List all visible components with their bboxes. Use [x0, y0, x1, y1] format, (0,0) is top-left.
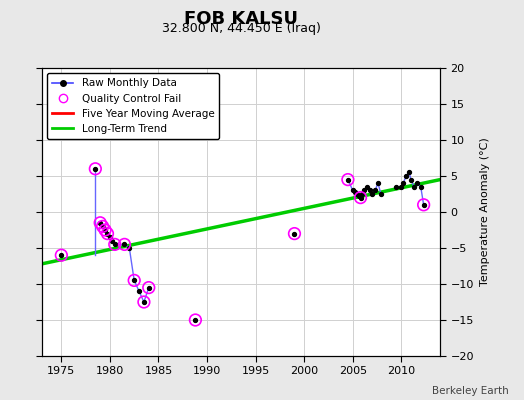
Point [371, 187, 379, 194]
Point [402, 173, 410, 179]
Text: Berkeley Earth: Berkeley Earth [432, 386, 508, 396]
Point [351, 189, 359, 195]
Point [135, 288, 143, 294]
Point [358, 191, 367, 197]
Point [348, 187, 357, 194]
Point [91, 166, 100, 172]
Text: 32.800 N, 44.450 E (Iraq): 32.800 N, 44.450 E (Iraq) [161, 22, 321, 35]
Point [130, 277, 138, 284]
Point [363, 184, 372, 190]
Point [344, 176, 352, 183]
Point [419, 202, 428, 208]
Text: FOB KALSU: FOB KALSU [184, 10, 298, 28]
Point [405, 169, 413, 176]
Point [145, 284, 153, 291]
Point [191, 317, 200, 323]
Point [413, 180, 421, 186]
Point [130, 277, 138, 284]
Point [368, 191, 376, 197]
Point [96, 220, 104, 226]
Point [91, 166, 100, 172]
Point [103, 230, 112, 237]
Point [397, 184, 406, 190]
Point [125, 245, 134, 251]
Point [374, 180, 382, 186]
Point [366, 187, 375, 194]
Point [344, 176, 352, 183]
Point [111, 241, 119, 248]
Point [99, 223, 107, 230]
Point [101, 227, 109, 233]
Point [108, 238, 116, 244]
Point [57, 252, 66, 258]
Point [96, 220, 104, 226]
Point [407, 176, 415, 183]
Point [290, 230, 299, 237]
Point [417, 184, 425, 190]
Y-axis label: Temperature Anomaly (°C): Temperature Anomaly (°C) [479, 138, 489, 286]
Point [106, 234, 114, 240]
Point [392, 184, 401, 190]
Point [140, 299, 148, 305]
Point [145, 284, 153, 291]
Point [57, 252, 66, 258]
Point [419, 202, 428, 208]
Point [410, 184, 418, 190]
Point [356, 194, 365, 201]
Point [356, 194, 365, 201]
Point [111, 241, 119, 248]
Point [140, 299, 148, 305]
Point [290, 230, 299, 237]
Point [101, 227, 109, 233]
Point [121, 241, 129, 248]
Point [377, 191, 385, 197]
Point [121, 241, 129, 248]
Point [99, 223, 107, 230]
Point [399, 180, 408, 186]
Point [191, 317, 200, 323]
Point [103, 230, 112, 237]
Point [360, 187, 368, 194]
Legend: Raw Monthly Data, Quality Control Fail, Five Year Moving Average, Long-Term Tren: Raw Monthly Data, Quality Control Fail, … [47, 73, 220, 139]
Point [354, 193, 363, 199]
Point [353, 191, 361, 197]
